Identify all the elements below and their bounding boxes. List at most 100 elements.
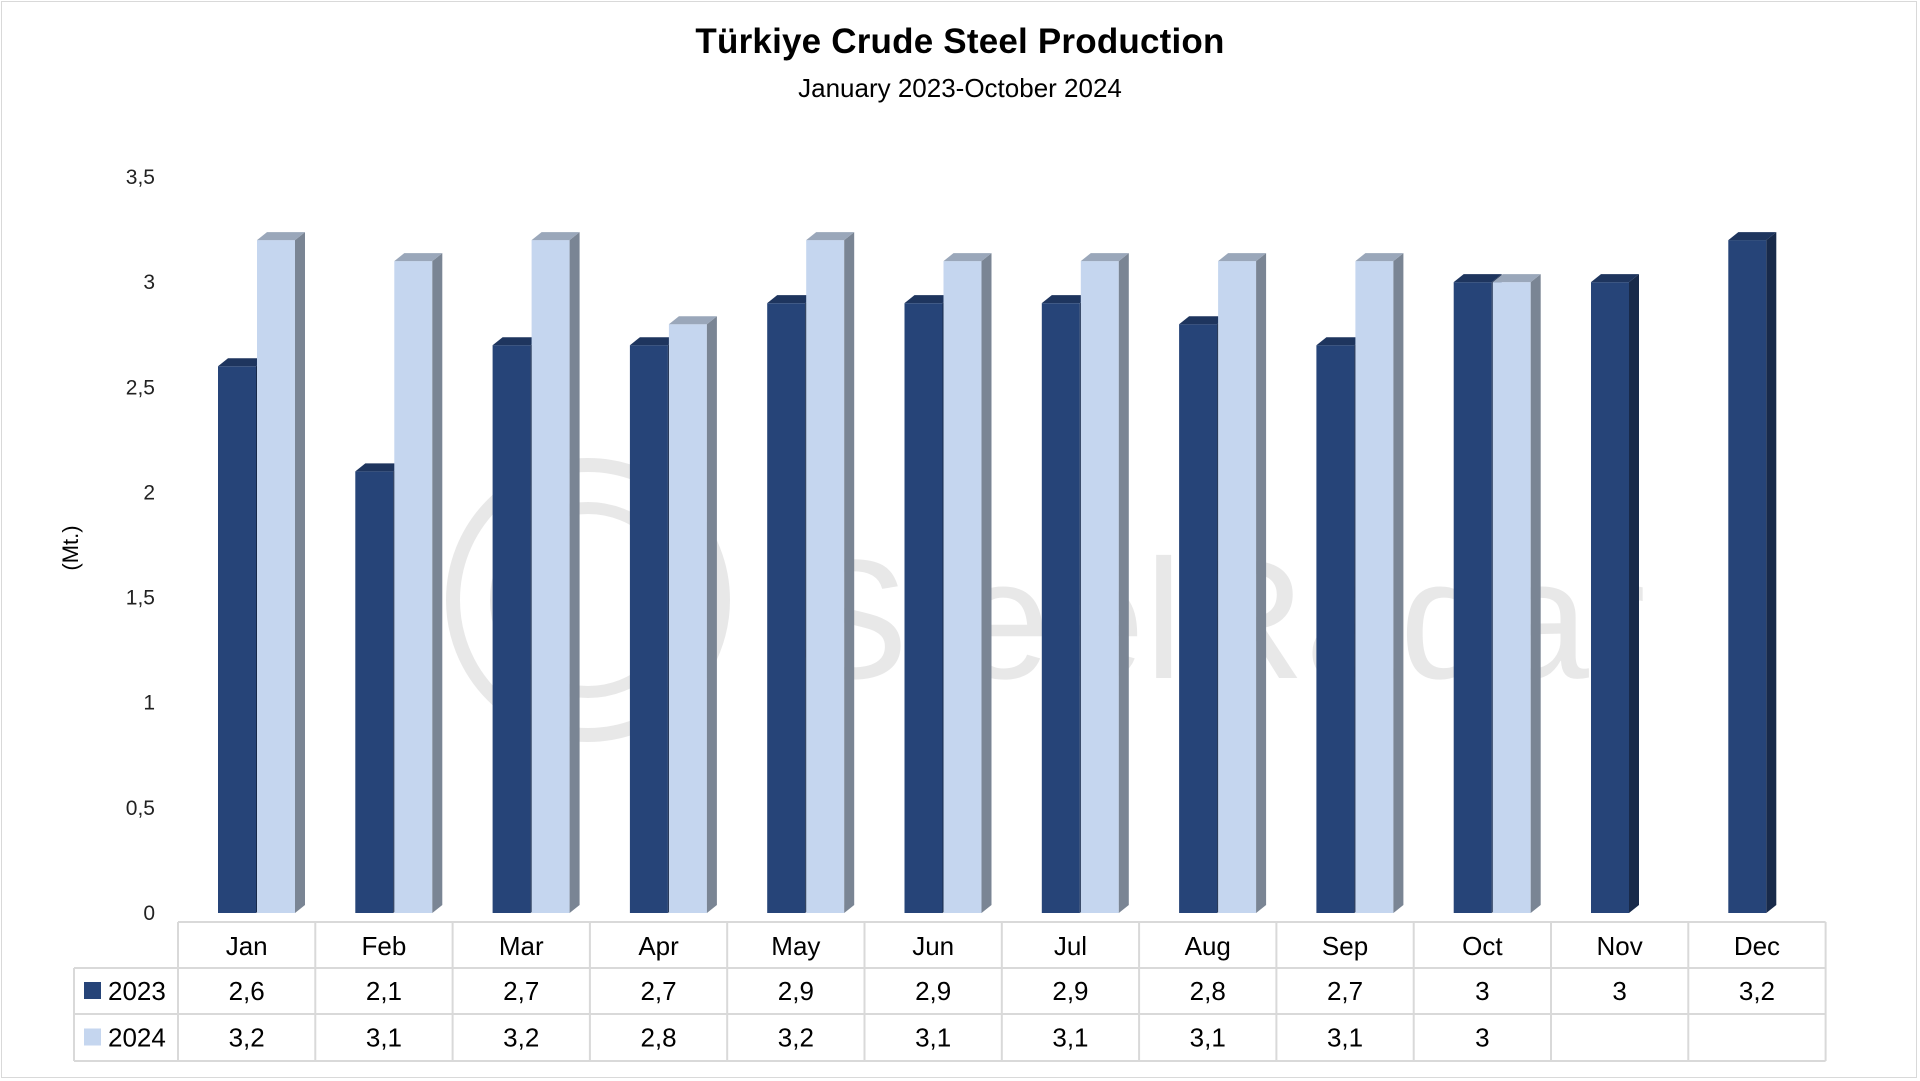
- bar-front: [1355, 261, 1394, 914]
- bar-2024-Jun: [943, 253, 992, 914]
- legend-label-2023: 2023: [108, 976, 166, 1006]
- category-label: Apr: [638, 931, 679, 961]
- data-label-2023: 2,9: [915, 976, 951, 1006]
- data-label-2024: 3,1: [1327, 1023, 1363, 1053]
- y-tick-label: 3: [143, 271, 155, 294]
- y-tick-label: 1,5: [126, 587, 155, 610]
- data-label-2023: 2,1: [366, 976, 402, 1006]
- bar-front: [1179, 324, 1218, 913]
- data-label-2024: 3,2: [778, 1023, 814, 1053]
- bar-top: [1591, 274, 1639, 283]
- bar-side: [1256, 253, 1267, 914]
- bar-2024-Apr: [668, 316, 717, 913]
- legend-swatch-2023: [84, 982, 101, 999]
- bar-side: [1766, 232, 1777, 914]
- bar-2024-May: [806, 232, 855, 914]
- bar-front: [1041, 303, 1080, 914]
- bar-2024-Mar: [531, 232, 580, 914]
- data-label-2024: 3,1: [915, 1023, 951, 1053]
- bar-front: [1591, 282, 1629, 914]
- category-label: Jul: [1054, 931, 1087, 961]
- bar-side: [569, 232, 580, 914]
- bar-2024-Feb: [394, 253, 443, 914]
- bar-top: [1355, 253, 1404, 262]
- bar-top: [355, 463, 404, 472]
- category-label: Mar: [499, 931, 544, 961]
- chart-subtitle: January 2023-October 2024: [798, 73, 1122, 103]
- data-label-2024: 3,1: [1190, 1023, 1226, 1053]
- bar-2024-Sep: [1355, 253, 1404, 914]
- bar-top: [492, 337, 541, 346]
- bar-front: [629, 345, 668, 913]
- bar-top: [257, 232, 305, 241]
- y-tick-label: 2: [143, 481, 155, 504]
- bar-top: [1041, 295, 1090, 304]
- bar-side: [1530, 274, 1541, 914]
- bar-front: [394, 261, 433, 914]
- category-label: Jun: [912, 931, 954, 961]
- bar-front: [492, 345, 531, 913]
- bar-top: [1492, 274, 1541, 283]
- bar-front: [1728, 240, 1767, 914]
- bar-side: [432, 253, 443, 914]
- bar-side: [981, 253, 992, 914]
- bar-2023-Dec: [1728, 232, 1777, 914]
- data-label-2023: 2,6: [229, 976, 265, 1006]
- bar-top: [806, 232, 855, 241]
- bar-top: [1080, 253, 1129, 262]
- data-label-2024: 3,1: [1052, 1023, 1088, 1053]
- bar-2024-Jan: [257, 232, 305, 914]
- bar-top: [767, 295, 816, 304]
- bar-front: [1080, 261, 1119, 914]
- chart-title: Türkiye Crude Steel Production: [695, 22, 1225, 61]
- bar-top: [1179, 316, 1228, 325]
- bar-top: [668, 316, 717, 325]
- data-label-2023: 2,9: [1052, 976, 1088, 1006]
- y-tick-label: 2,5: [126, 376, 155, 399]
- bar-front: [1453, 282, 1492, 914]
- bar-top: [1218, 253, 1267, 262]
- bar-front: [767, 303, 806, 914]
- bar-2024-Jul: [1080, 253, 1129, 914]
- data-label-2023: 2,7: [503, 976, 539, 1006]
- bar-top: [394, 253, 443, 262]
- category-label: May: [771, 931, 820, 961]
- bar-top: [1453, 274, 1502, 283]
- bar-front: [257, 240, 295, 914]
- y-tick-label: 0,5: [126, 797, 155, 820]
- category-label: Aug: [1185, 931, 1231, 961]
- watermark-ring-outer: [446, 458, 730, 742]
- bar-front: [904, 303, 943, 914]
- category-label: Feb: [362, 931, 407, 961]
- data-label-2023: 2,9: [778, 976, 814, 1006]
- bar-2024-Oct: [1492, 274, 1541, 914]
- bar-top: [1316, 337, 1365, 346]
- bar-front: [943, 261, 982, 914]
- data-label-2023: 3,2: [1739, 976, 1775, 1006]
- category-label: Nov: [1597, 931, 1643, 961]
- bar-side: [844, 232, 855, 914]
- bar-side: [706, 316, 717, 913]
- data-label-2023: 3: [1612, 976, 1626, 1006]
- legend-label-2024: 2024: [108, 1023, 166, 1053]
- bar-side: [295, 232, 305, 914]
- legend-swatch-2024: [84, 1028, 101, 1046]
- y-tick-label: 1: [143, 692, 155, 715]
- category-label: Jan: [226, 931, 268, 961]
- bar-2024-Aug: [1218, 253, 1267, 914]
- bar-side: [1629, 274, 1639, 914]
- y-tick-label: 3,5: [126, 166, 155, 189]
- category-label: Dec: [1734, 931, 1780, 961]
- bar-top: [629, 337, 678, 346]
- bar-2023-Nov: [1591, 274, 1639, 914]
- data-label-2024: 3: [1475, 1023, 1489, 1053]
- bar-front: [218, 366, 256, 913]
- data-label-2024: 3,1: [366, 1023, 402, 1053]
- data-label-2024: 3,2: [503, 1023, 539, 1053]
- bar-top: [1728, 232, 1777, 241]
- bar-top: [943, 253, 992, 262]
- bar-top: [218, 358, 266, 367]
- data-label-2023: 2,7: [640, 976, 676, 1006]
